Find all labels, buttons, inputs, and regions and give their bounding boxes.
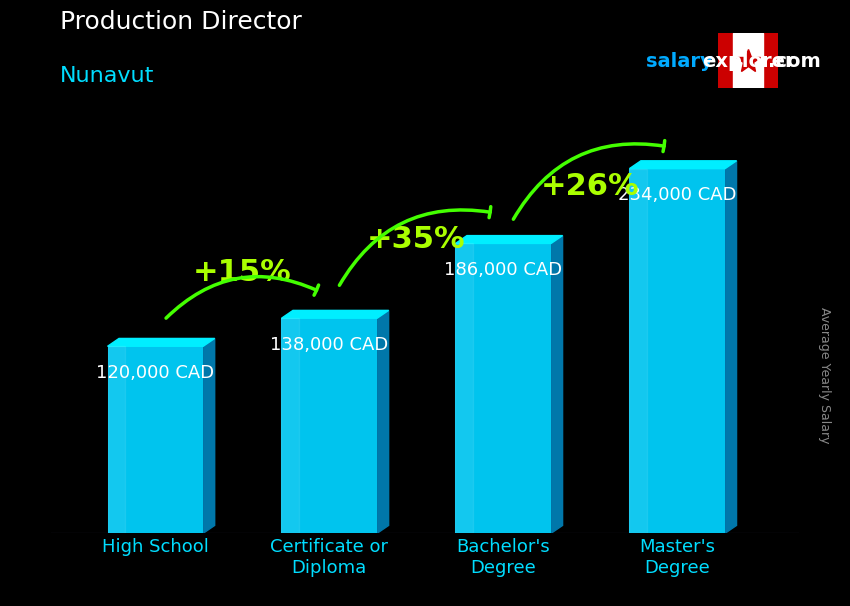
Bar <box>763 33 778 88</box>
Text: Nunavut: Nunavut <box>60 67 154 87</box>
Polygon shape <box>456 244 473 533</box>
Bar <box>718 33 733 88</box>
Polygon shape <box>377 310 388 533</box>
Text: 120,000 CAD: 120,000 CAD <box>96 364 214 382</box>
Text: 234,000 CAD: 234,000 CAD <box>618 186 736 204</box>
Text: explorer: explorer <box>702 52 795 70</box>
Polygon shape <box>725 161 737 533</box>
Polygon shape <box>203 338 215 533</box>
Polygon shape <box>629 161 737 168</box>
Text: +15%: +15% <box>193 258 292 287</box>
Bar <box>733 33 763 88</box>
Bar <box>281 318 377 533</box>
Bar <box>108 346 203 533</box>
Bar <box>629 168 725 533</box>
Bar <box>456 244 551 533</box>
Polygon shape <box>108 338 215 346</box>
Polygon shape <box>456 236 563 244</box>
Polygon shape <box>629 168 647 533</box>
Text: +35%: +35% <box>367 225 466 254</box>
Polygon shape <box>551 236 563 533</box>
Polygon shape <box>108 346 125 533</box>
Text: 138,000 CAD: 138,000 CAD <box>270 336 388 354</box>
Polygon shape <box>281 310 388 318</box>
Text: Production Director: Production Director <box>60 10 302 34</box>
Text: +26%: +26% <box>541 172 639 201</box>
Text: 186,000 CAD: 186,000 CAD <box>445 261 563 279</box>
Text: salary: salary <box>646 52 713 70</box>
Polygon shape <box>281 318 298 533</box>
Text: .com: .com <box>768 52 821 70</box>
Text: Average Yearly Salary: Average Yearly Salary <box>818 307 831 444</box>
